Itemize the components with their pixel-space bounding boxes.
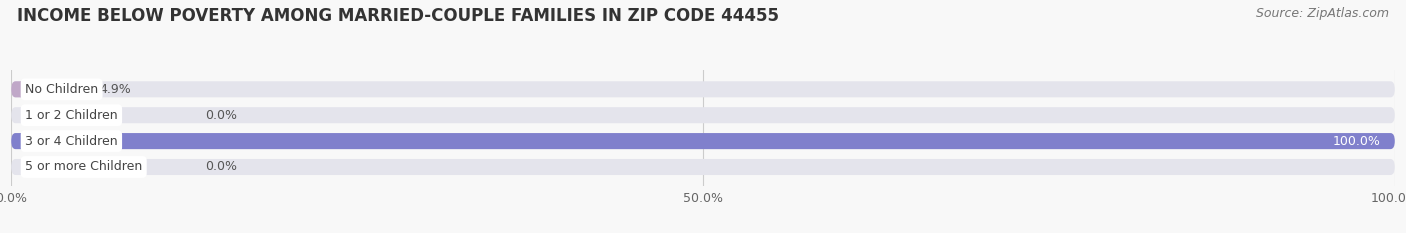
Text: 4.9%: 4.9%: [100, 83, 132, 96]
FancyBboxPatch shape: [11, 159, 1395, 175]
Text: 3 or 4 Children: 3 or 4 Children: [25, 135, 118, 147]
FancyBboxPatch shape: [11, 107, 1395, 123]
Text: INCOME BELOW POVERTY AMONG MARRIED-COUPLE FAMILIES IN ZIP CODE 44455: INCOME BELOW POVERTY AMONG MARRIED-COUPL…: [17, 7, 779, 25]
FancyBboxPatch shape: [11, 133, 1395, 149]
FancyBboxPatch shape: [11, 133, 1395, 149]
Text: 0.0%: 0.0%: [205, 161, 238, 174]
Text: No Children: No Children: [25, 83, 98, 96]
Text: 1 or 2 Children: 1 or 2 Children: [25, 109, 118, 122]
Text: 100.0%: 100.0%: [1333, 135, 1381, 147]
Text: Source: ZipAtlas.com: Source: ZipAtlas.com: [1256, 7, 1389, 20]
Text: 0.0%: 0.0%: [205, 109, 238, 122]
FancyBboxPatch shape: [11, 81, 1395, 97]
Text: 5 or more Children: 5 or more Children: [25, 161, 142, 174]
FancyBboxPatch shape: [11, 81, 79, 97]
